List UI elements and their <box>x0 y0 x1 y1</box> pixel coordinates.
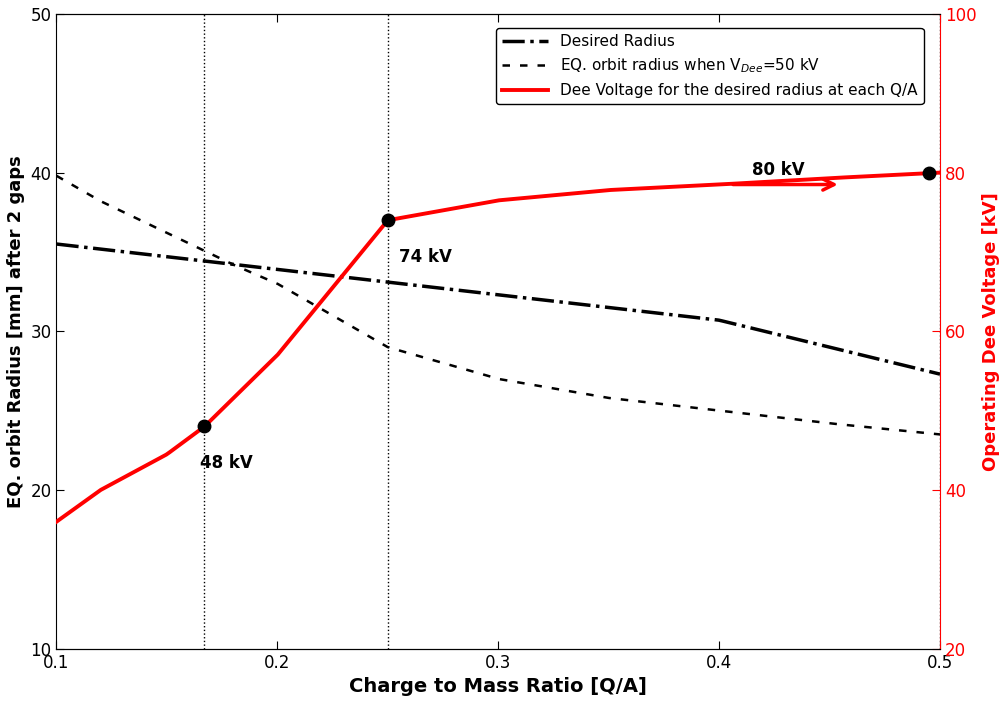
X-axis label: Charge to Mass Ratio [Q/A]: Charge to Mass Ratio [Q/A] <box>349 677 648 696</box>
Text: 80 kV: 80 kV <box>752 161 805 179</box>
Text: 74 kV: 74 kV <box>399 248 452 266</box>
Y-axis label: Operating Dee Voltage [kV]: Operating Dee Voltage [kV] <box>982 192 1000 471</box>
Text: 48 kV: 48 kV <box>200 454 253 472</box>
Legend: Desired Radius, EQ. orbit radius when V$_{Dee}$=50 kV, Dee Voltage for the desir: Desired Radius, EQ. orbit radius when V$… <box>495 28 923 104</box>
Y-axis label: EQ. orbit Radius [mm] after 2 gaps: EQ. orbit Radius [mm] after 2 gaps <box>7 155 25 508</box>
